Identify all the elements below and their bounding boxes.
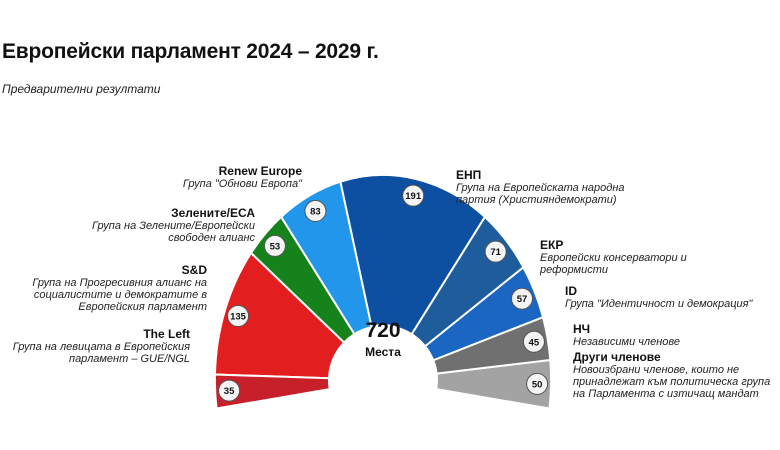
seat-badge-greens bbox=[263, 234, 286, 257]
group-name-left: The Left bbox=[143, 327, 190, 341]
label-others: Други членове Новоизбрани членове, които… bbox=[573, 350, 778, 400]
seat-badge-others bbox=[526, 372, 549, 395]
group-name-id: ID bbox=[565, 284, 577, 298]
group-desc-ecr: Европейски консерватори и реформисти bbox=[540, 252, 687, 276]
seat-count-ecr: 71 bbox=[490, 247, 501, 258]
group-desc-ni: Независими членове bbox=[573, 336, 681, 348]
group-desc-left: Група на левицата в Европейския парламен… bbox=[12, 341, 190, 365]
group-name-epp: ЕНП bbox=[456, 168, 482, 182]
group-name-ecr: ЕКР bbox=[540, 238, 564, 252]
label-greens: Зелените/ЕСА Група на Зелените/Европейск… bbox=[50, 206, 255, 244]
label-ecr: ЕКР Европейски консерватори и реформисти bbox=[540, 238, 720, 276]
label-id: ID Група "Идентичност и демокрация" bbox=[565, 284, 775, 310]
label-epp: ЕНП Група на Европейската народна партия… bbox=[456, 168, 646, 206]
group-name-renew: Renew Europe bbox=[218, 164, 302, 178]
group-desc-sd: Група на Прогресивния алианс на социалис… bbox=[32, 277, 207, 313]
seat-count-left: 35 bbox=[224, 386, 235, 397]
group-name-ni: НЧ bbox=[573, 322, 591, 336]
seat-count-ni: 45 bbox=[529, 337, 540, 348]
group-name-others: Други членове bbox=[573, 350, 661, 364]
seat-count-greens: 53 bbox=[270, 241, 281, 252]
label-ni: НЧ Независими членове bbox=[573, 322, 773, 348]
group-name-sd: S&D bbox=[181, 263, 207, 277]
group-desc-id: Група "Идентичност и демокрация" bbox=[565, 298, 753, 310]
seat-count-id: 57 bbox=[517, 294, 528, 305]
seat-badge-left bbox=[218, 379, 241, 402]
label-left: The Left Група на левицата в Европейския… bbox=[0, 327, 190, 365]
seat-badge-ecr bbox=[484, 240, 507, 263]
seat-badge-epp bbox=[402, 184, 425, 207]
label-renew: Renew Europe Група "Обнови Европа" bbox=[140, 164, 302, 190]
page-subtitle: Предварителни резултати bbox=[2, 82, 161, 96]
seat-count-sd: 135 bbox=[230, 312, 247, 323]
seat-badge-id bbox=[511, 287, 534, 310]
seat-badge-renew bbox=[304, 200, 327, 223]
total-seats-label: Места bbox=[365, 345, 401, 359]
group-desc-others: Новоизбрани членове, които не принадлежа… bbox=[573, 364, 771, 400]
group-name-greens: Зелените/ЕСА bbox=[171, 206, 255, 220]
seat-count-others: 50 bbox=[532, 379, 543, 390]
seat-badge-sd bbox=[227, 305, 250, 328]
center-hole bbox=[328, 325, 438, 435]
seat-count-renew: 83 bbox=[310, 207, 321, 218]
seat-count-epp: 191 bbox=[405, 191, 422, 202]
group-desc-renew: Група "Обнови Европа" bbox=[182, 178, 302, 190]
total-seats-value: 720 bbox=[365, 319, 400, 342]
seat-badge-ni bbox=[522, 330, 545, 353]
label-sd: S&D Група на Прогресивния алианс на соци… bbox=[2, 263, 207, 313]
page-title: Европейски парламент 2024 – 2029 г. bbox=[2, 40, 379, 63]
group-desc-greens: Група на Зелените/Европейски свободен ал… bbox=[92, 220, 255, 244]
group-desc-epp: Група на Европейската народна партия (Хр… bbox=[456, 182, 625, 206]
